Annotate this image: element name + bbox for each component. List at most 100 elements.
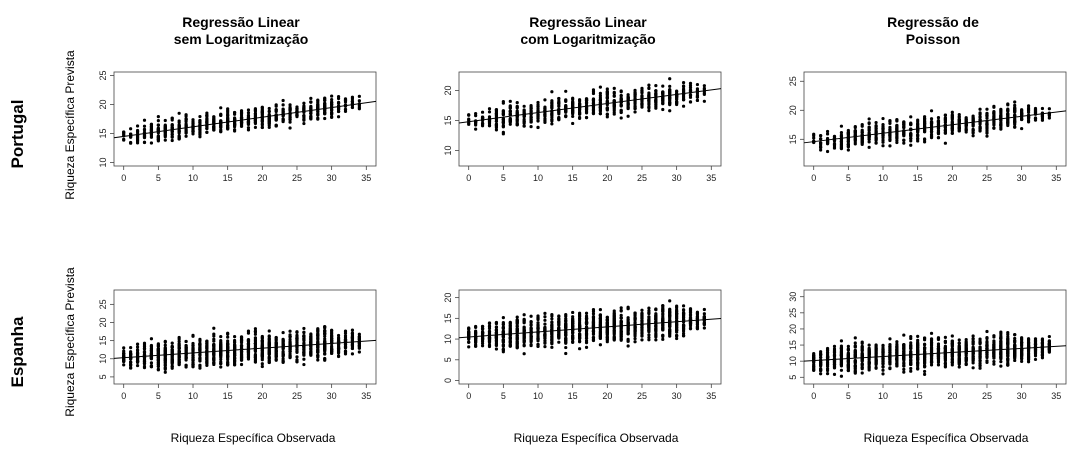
x-tick-label: 25 [292,173,302,183]
data-point [529,106,533,110]
data-point [191,129,195,133]
data-point [219,130,223,134]
data-point [260,362,264,366]
data-point [205,126,209,131]
data-point [992,111,996,115]
data-point [571,104,575,108]
data-point [564,340,568,344]
data-point [654,89,658,93]
x-tick-label: 0 [121,173,126,183]
data-point [647,102,651,107]
data-point [695,320,700,324]
data-point [253,355,257,360]
regression-line [458,317,722,339]
data-point [494,342,499,346]
data-point [494,124,499,128]
data-point [302,118,306,122]
data-point [129,352,133,356]
data-point [846,132,850,136]
data-point [529,314,533,318]
data-point [916,139,920,143]
data-point [467,345,471,349]
data-point [170,132,174,136]
data-point [605,328,609,333]
data-point [902,138,906,142]
data-point [867,125,871,130]
data-point [1020,126,1024,131]
data-point [122,346,126,350]
data-point [135,363,140,368]
data-point [508,117,512,122]
data-point [584,331,589,335]
data-point [936,132,941,136]
data-point [149,125,154,129]
data-point [253,109,257,113]
data-point [909,139,913,143]
data-point [812,136,816,140]
data-point [612,332,616,336]
data-point [239,121,244,125]
data-point [681,312,686,316]
data-point [302,357,306,361]
data-point [647,338,651,342]
x-tick-label: 30 [1017,173,1027,183]
data-point [612,311,616,316]
data-point [626,114,630,118]
data-point [149,352,154,356]
data-point [578,337,582,341]
data-point [571,340,575,344]
data-point [654,314,658,318]
data-point [543,322,547,326]
data-point [668,310,672,314]
data-point [480,121,485,125]
data-point [839,130,844,135]
data-point [626,344,630,348]
data-point [467,113,471,117]
data-point [612,90,616,94]
column-title-3-line2: Poisson [905,31,961,47]
data-point [191,356,195,360]
data-point [281,354,285,358]
data-point [487,120,492,125]
data-point [309,351,313,355]
data-point [198,114,202,119]
data-point [867,130,871,135]
data-point [571,315,575,319]
data-point [149,349,154,353]
data-point [992,120,996,124]
data-point [122,137,126,141]
data-point [874,129,878,133]
data-point [825,149,830,154]
data-point [508,104,512,108]
data-point [846,148,850,152]
data-point [212,353,216,357]
data-point [522,321,526,325]
data-point [571,310,575,315]
data-point [246,128,251,132]
scatter-points [122,324,361,374]
data-point [142,366,147,370]
data-point [688,326,693,330]
data-point [246,357,251,361]
data-point [163,366,167,370]
x-tick-label: 5 [846,173,851,183]
data-point [825,129,830,134]
data-point [156,364,160,368]
y-tick-label: 15 [788,134,798,144]
data-point [675,102,679,107]
data-point [267,338,271,342]
data-point [633,325,637,329]
data-point [654,338,658,342]
data-point [233,346,237,350]
data-point [633,95,637,99]
data-point [564,337,568,341]
data-point [1033,118,1038,122]
data-point [350,352,355,356]
data-point [640,315,644,319]
data-point [253,336,257,340]
data-point [943,131,947,135]
data-point [170,341,174,345]
data-point [640,86,644,90]
x-tick-label: 0 [811,391,816,401]
data-point [309,334,313,339]
